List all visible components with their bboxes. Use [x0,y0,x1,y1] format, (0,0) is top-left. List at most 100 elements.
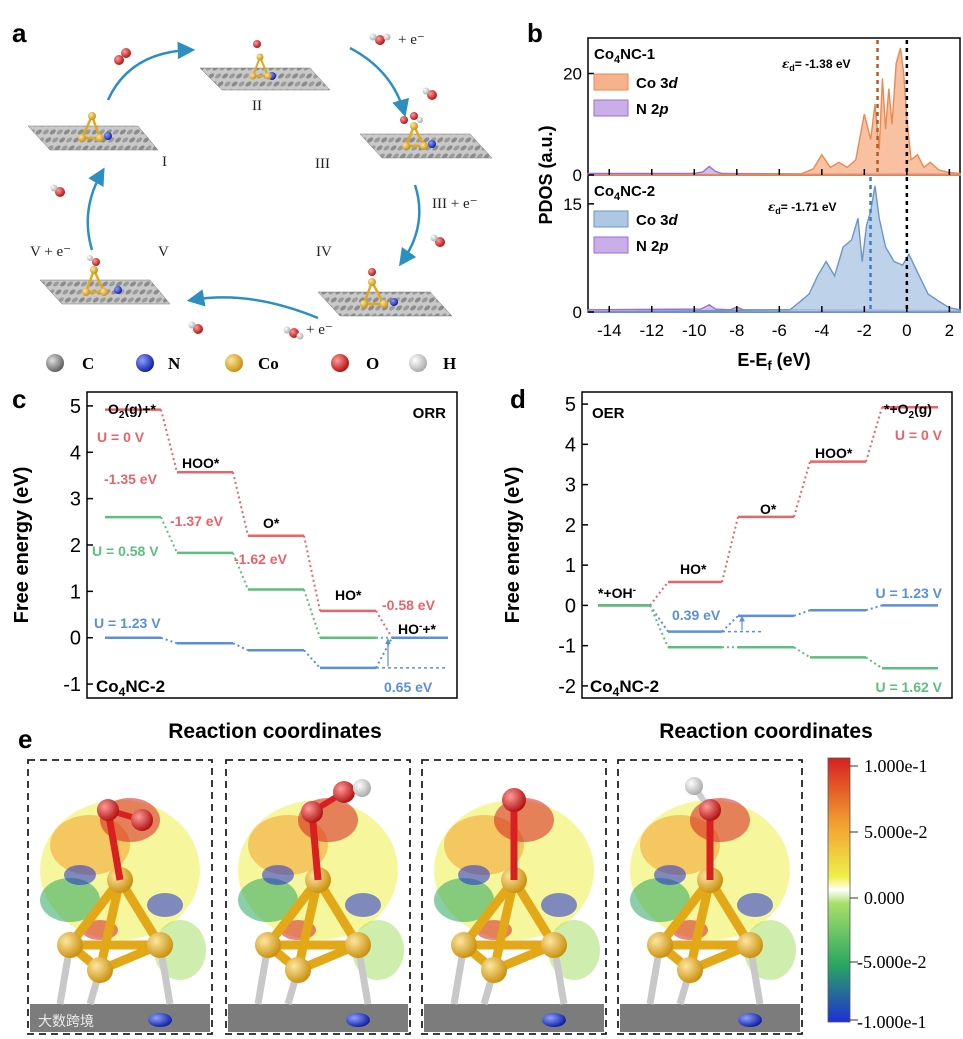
legend-C-swatch [46,354,64,372]
orr-connector-s2-0 [160,636,178,645]
state-I-structure [27,112,159,151]
graphene-base [30,1004,210,1032]
orr-step-annotation-4: -0.58 eV [382,597,436,613]
panel-c-orr-diagram: -1 0 1 2 3 4 5 ORR Co4NC-2 Free energy (eV) Re… [11,391,458,743]
co-co-bond [656,877,714,948]
oxygen-atom [502,788,526,812]
state-II-structure [199,40,331,91]
state-III-structure [359,112,493,159]
orr-connector-s0-3 [375,610,393,639]
oxygen-atom [301,801,323,823]
oer-connector-s0-1 [721,516,739,583]
arrow-IV-to-V [186,289,319,320]
orr-ytick-label: 2 [70,535,81,557]
pdos-2-co3d-area [587,185,961,313]
oer-y-axis: -2 -1 0 1 2 3 4 5 [558,394,588,698]
orr-connector-s1-0 [160,516,178,554]
frame-HO* [617,759,803,1035]
pdos-1-co3d-area [587,47,961,176]
isosurface-lobe [262,865,294,885]
oh-molecule-4 [50,184,65,197]
state-label-IV: IV [316,244,332,260]
orr-species-5: HO-+* [398,621,437,637]
oer-connector-s0-2 [793,461,811,518]
oer-species-5: *+O2(g) [884,401,932,421]
co-atom [481,957,507,983]
co-co-bond [66,877,124,948]
arrow-I-to-II [106,41,196,101]
orr-connector-s2-3 [375,637,393,669]
orr-connector-s0-0 [160,409,178,473]
orr-ytick-label: 5 [70,396,81,418]
pdos-xtick-label: -4 [814,321,829,340]
pdos-xtick-label: -12 [639,321,664,340]
colorbar-tick-2: 0.000 [864,888,905,908]
orr-step-annotation-2: -1.37 eV [170,513,224,529]
co-co-bond [95,879,125,971]
oxygen-atom [333,781,355,803]
oer-catalyst-label: Co4NC-2 [590,677,659,699]
orr-species-1: O2(g)+* [108,401,157,421]
oer-ytick-label: 3 [565,475,576,497]
oer-species-2: HO* [680,561,707,577]
orr-ytick-label: 0 [70,628,81,650]
pdos-2-legend-swatch [593,236,629,254]
pdos-xtick-label: -14 [597,321,622,340]
co-atom [345,932,371,958]
state-V-structure [39,255,171,305]
co-atom [285,957,311,983]
legend-H-label: H [443,354,456,373]
isosurface-lobe [40,878,100,922]
co-atom [451,932,477,958]
orr-limiting-annotation: 0.65 eV [384,679,433,695]
oer-annotations: U = 0 V U = 1.23 V U = 1.62 V 0.39 eV [672,427,943,695]
co-atom [57,932,83,958]
oer-energy-levels [598,406,938,670]
state-label-III: III [315,156,330,172]
step-label-V-e: V + e⁻ [30,244,71,260]
oxygen-atom [699,799,721,821]
pdos-2-ytick-label: 0 [573,303,582,322]
orr-species-4: HO* [335,587,362,603]
isosurface-lobe [541,893,577,917]
legend-Co-label: Co [258,354,279,373]
pdos-2-legend-label: Co 3d [636,212,679,229]
graphene-base [424,1004,604,1032]
oer-series-label-0: U = 0 V [895,427,943,443]
arrow-II-to-III [349,46,410,118]
oer-species-labels: *+OH- HO* O* HOO* *+O2(g) [598,401,932,601]
frame-HOO* [225,759,411,1035]
pdos-xtick-label: -2 [857,321,872,340]
orr-ylabel: Free energy (eV) [11,467,33,624]
oer-connector-s1-2 [793,609,811,617]
pdos-1-ytick-label: 20 [563,65,582,84]
co-co-bond [293,879,323,971]
oer-ytick-label: -1 [558,636,576,658]
oer-ytick-label: 5 [565,394,576,416]
arrow-V-to-I [86,167,105,251]
oer-xlabel: Reaction coordinates [659,720,873,743]
colorbar-ticks: 1.000e-1 5.000e-2 0.000 -5.000e-2 -1.000… [850,756,927,1032]
orr-y-axis: -1 0 1 2 3 4 5 [63,396,93,696]
colorbar-tick-0: 1.000e-1 [864,756,927,776]
pdos-xtick-label: -8 [729,321,744,340]
orr-species-3: O* [263,515,280,531]
legend-Co-swatch [225,354,243,372]
oer-connector-s0-3 [865,407,883,462]
pdos-xtick-label: 2 [945,321,954,340]
state-label-II: II [252,98,262,114]
legend-N-label: N [168,354,181,373]
nitrogen-atom [346,1013,370,1027]
panel-label-c: c [12,384,26,414]
pdos-2-legend-swatch [593,210,629,228]
nitrogen-atom [738,1013,762,1027]
pdos-x-axis: -14 -12 -10 -8 -6 -4 -2 0 2 [597,169,954,340]
nitrogen-atom [542,1013,566,1027]
oer-species-1: *+OH- [598,585,636,601]
oer-title: OER [592,405,625,422]
pdos-1-ytick-label: 0 [573,166,582,185]
state-IV-structure [317,268,453,317]
legend-N-swatch [136,354,154,372]
